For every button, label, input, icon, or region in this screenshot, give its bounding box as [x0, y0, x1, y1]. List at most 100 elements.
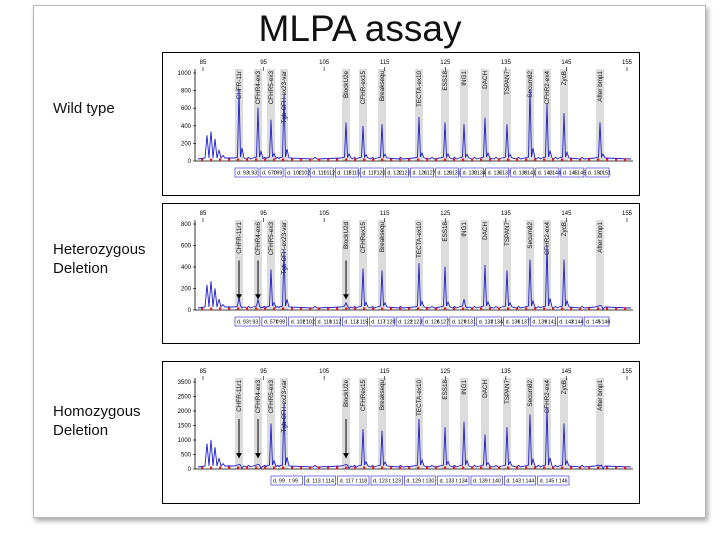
- x-tick-label: 115: [380, 369, 390, 375]
- probe-band: [503, 69, 511, 161]
- size-marker: [336, 158, 339, 161]
- probe-label: Breaksequ: [379, 380, 386, 411]
- x-tick-label: 105: [319, 369, 330, 375]
- x-tick-label: 105: [319, 60, 330, 66]
- size-marker: [246, 466, 249, 469]
- y-tick-label: 2500: [178, 395, 192, 401]
- size-label-box: [315, 316, 341, 327]
- electropherogram-homozygous: 85 95 105 115 125 135 145 155 3500 2500 2000 1500 10…: [178, 369, 633, 486]
- probe-label: ESS18: [442, 222, 449, 242]
- size-marker: [543, 307, 546, 310]
- y-tick-label: 800: [181, 89, 192, 95]
- size-marker: [309, 466, 312, 469]
- probe-band: [526, 69, 534, 161]
- size-label-box: [360, 167, 384, 178]
- probe-label: CFHR5-ex3: [268, 380, 275, 414]
- size-marker: [624, 158, 627, 161]
- x-tick-label: 135: [501, 369, 512, 375]
- size-marker: [264, 307, 267, 310]
- size-marker: [588, 466, 591, 469]
- size-marker: [219, 307, 222, 310]
- size-label-right: t 123: [399, 171, 411, 177]
- size-label-right: t 144: [523, 479, 535, 485]
- size-marker: [516, 466, 519, 469]
- size-label-box: [503, 316, 529, 327]
- probe-label: CFHR2-ex4: [544, 71, 551, 105]
- size-label-box: [410, 167, 434, 178]
- probe-band: [543, 220, 551, 310]
- size-label-right: t 115: [357, 320, 368, 326]
- size-label-right: t 144: [572, 320, 584, 326]
- x-tick-label: 115: [380, 60, 390, 66]
- size-marker: [354, 307, 357, 310]
- size-marker: [615, 307, 618, 310]
- x-tick-label: 85: [200, 211, 207, 217]
- y-tick-label: 400: [181, 265, 192, 271]
- size-marker: [219, 466, 222, 469]
- size-marker: [237, 158, 240, 161]
- size-marker: [363, 466, 366, 469]
- size-marker: [543, 158, 546, 161]
- probe-band: [596, 69, 604, 161]
- probe-label: ZycB: [561, 71, 568, 85]
- size-marker: [228, 307, 231, 310]
- size-label-left: d. 145: [563, 171, 578, 177]
- size-marker: [246, 158, 249, 161]
- size-marker: [588, 158, 591, 161]
- size-label-box: [342, 316, 368, 327]
- size-label-right: t 151: [599, 171, 611, 177]
- x-tick-label: 145: [561, 211, 572, 217]
- probe-label: BlockU2e: [343, 380, 350, 407]
- size-marker: [552, 307, 555, 310]
- y-tick-label: 0: [188, 467, 192, 473]
- size-label-left: d. 113: [306, 479, 320, 485]
- size-label-right: t 146: [574, 171, 586, 177]
- x-tick-label: 145: [561, 60, 572, 66]
- signal-trace: [197, 89, 632, 160]
- size-label-right: t 112: [330, 320, 341, 326]
- size-label-left: d. 129: [406, 479, 421, 485]
- size-marker: [399, 158, 402, 161]
- row-label-homozygous: Homozygous Deletion: [53, 402, 141, 440]
- probe-label: After bmp1: [597, 222, 604, 253]
- y-tick-label: 800: [181, 222, 192, 228]
- size-marker: [579, 466, 582, 469]
- size-marker: [561, 466, 564, 469]
- size-marker: [291, 466, 294, 469]
- probe-label: ING1: [461, 71, 468, 86]
- probe-label: TSPAN7: [504, 380, 511, 405]
- y-tick-label: 1000: [178, 71, 192, 77]
- size-marker: [624, 466, 627, 469]
- x-tick-label: 125: [440, 211, 451, 217]
- signal-trace: [197, 245, 632, 310]
- y-tick-label: 500: [181, 453, 192, 459]
- size-marker: [210, 466, 213, 469]
- size-label-left: d. 145: [586, 320, 601, 326]
- probe-label: DACH: [482, 71, 489, 89]
- signal-trace: [197, 403, 632, 470]
- size-marker: [372, 466, 375, 469]
- size-label-right: t 131: [449, 171, 461, 177]
- size-marker: [372, 158, 375, 161]
- size-label-box: [537, 475, 570, 486]
- y-tick-label: 2000: [178, 409, 192, 415]
- size-marker: [507, 158, 510, 161]
- size-label-box: [304, 475, 336, 486]
- probe-band: [359, 220, 367, 310]
- probe-band: [280, 69, 288, 161]
- size-label-right: t 99: [289, 479, 298, 485]
- probe-band: [378, 69, 386, 161]
- size-marker: [615, 158, 618, 161]
- size-label-left: d. 136: [488, 171, 503, 177]
- probe-label: ZycB: [561, 222, 568, 236]
- probe-band: [503, 378, 511, 469]
- size-label-left: d. 133: [440, 479, 455, 485]
- size-label-right: t 118: [356, 479, 367, 485]
- size-marker: [291, 307, 294, 310]
- size-label-right: t 137: [518, 320, 530, 326]
- x-tick-label: 95: [260, 369, 267, 375]
- size-marker: [219, 158, 222, 161]
- probe-label: ESS18: [442, 71, 449, 91]
- probe-band: [481, 69, 489, 161]
- size-label-box: [422, 316, 449, 327]
